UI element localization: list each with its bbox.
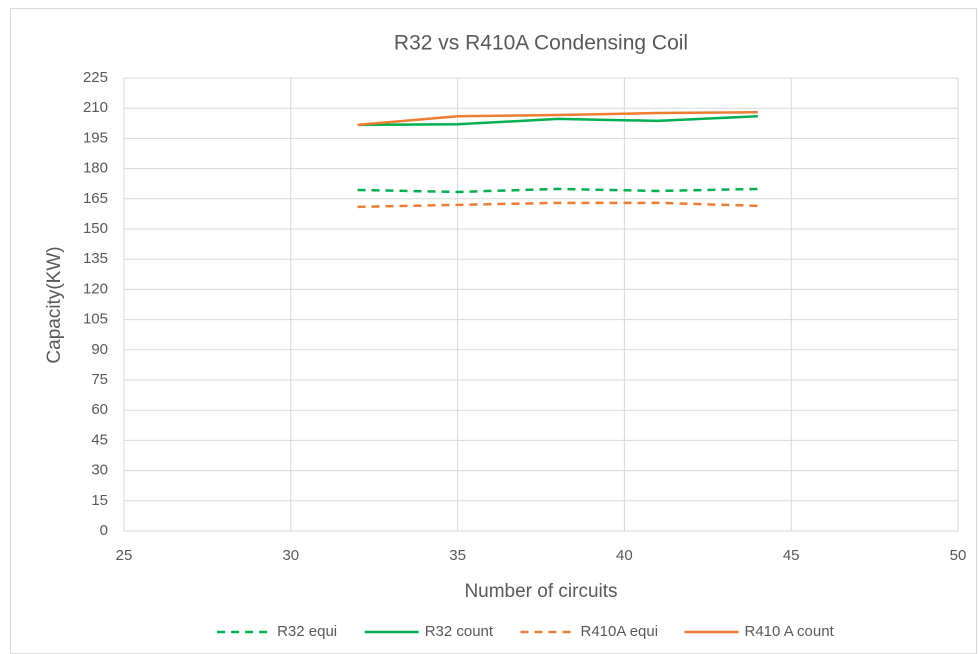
legend-label: R410A equi: [581, 623, 659, 640]
y-tick-label: 195: [83, 129, 108, 146]
y-axis-title: Capacity(KW): [44, 246, 65, 363]
legend-label: R32 equi: [277, 623, 337, 640]
y-tick-label: 105: [83, 311, 108, 328]
chart-title: R32 vs R410A Condensing Coil: [394, 32, 688, 55]
legend-label: R32 count: [425, 623, 494, 640]
series-line: [357, 110, 758, 127]
series-line: [357, 115, 758, 127]
y-tick-label: 135: [83, 250, 108, 267]
x-tick-label: 30: [282, 547, 299, 564]
y-tick-label: 90: [91, 341, 108, 358]
y-tick-label: 45: [91, 431, 108, 448]
x-tick-label: 45: [783, 547, 800, 564]
y-tick-label: 165: [83, 190, 108, 207]
y-tick-label: 210: [83, 99, 108, 116]
y-tick-label: 225: [83, 69, 108, 86]
y-tick-label: 30: [91, 462, 108, 479]
y-tick-label: 120: [83, 280, 108, 297]
series-line: [357, 201, 758, 209]
x-tick-label: 50: [950, 547, 967, 564]
y-tick-label: 180: [83, 160, 108, 177]
x-tick-label: 35: [449, 547, 466, 564]
legend-label: R410 A count: [745, 623, 835, 640]
y-tick-label: 150: [83, 220, 108, 237]
y-tick-label: 75: [91, 371, 108, 388]
x-tick-label: 40: [616, 547, 633, 564]
x-axis-title: Number of circuits: [464, 581, 617, 602]
y-tick-label: 0: [100, 522, 108, 539]
y-tick-label: 15: [91, 492, 108, 509]
series-line: [357, 187, 758, 194]
y-tick-label: 60: [91, 401, 108, 418]
x-tick-label: 25: [116, 547, 133, 564]
chart-border: [10, 8, 977, 654]
